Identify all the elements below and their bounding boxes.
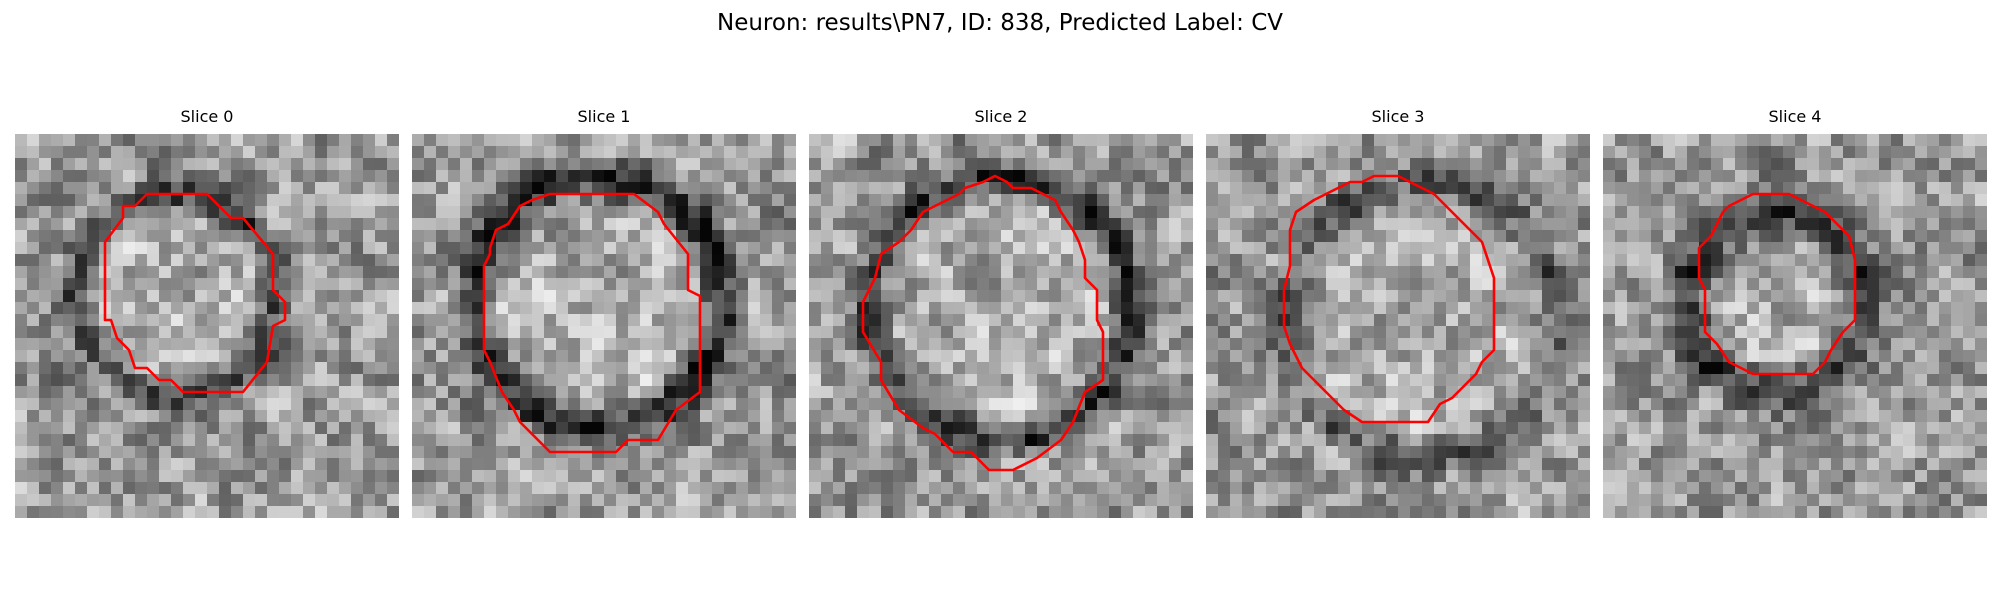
slice-pixels-2 [809, 134, 1193, 518]
contour-3 [1282, 174, 1496, 424]
slice-title-1: Slice 1 [577, 107, 631, 126]
contour-0 [103, 192, 287, 394]
slice-image-0 [15, 134, 399, 518]
slice-pixels-3 [1206, 134, 1590, 518]
slice-pixels-1 [412, 134, 796, 518]
slice-pixels-4 [1603, 134, 1987, 518]
figure-title: Neuron: results\PN7, ID: 838, Predicted … [717, 10, 1283, 36]
contour-4 [1697, 192, 1857, 376]
slice-title-3: Slice 3 [1371, 107, 1425, 126]
contour-2 [861, 174, 1105, 472]
slice-image-1 [412, 134, 796, 518]
slice-image-4 [1603, 134, 1987, 518]
slice-title-0: Slice 0 [180, 107, 234, 126]
slice-image-2 [809, 134, 1193, 518]
slice-image-3 [1206, 134, 1590, 518]
slice-title-2: Slice 2 [974, 107, 1028, 126]
contour-1 [482, 192, 702, 454]
slice-title-4: Slice 4 [1768, 107, 1822, 126]
slice-pixels-0 [15, 134, 399, 518]
